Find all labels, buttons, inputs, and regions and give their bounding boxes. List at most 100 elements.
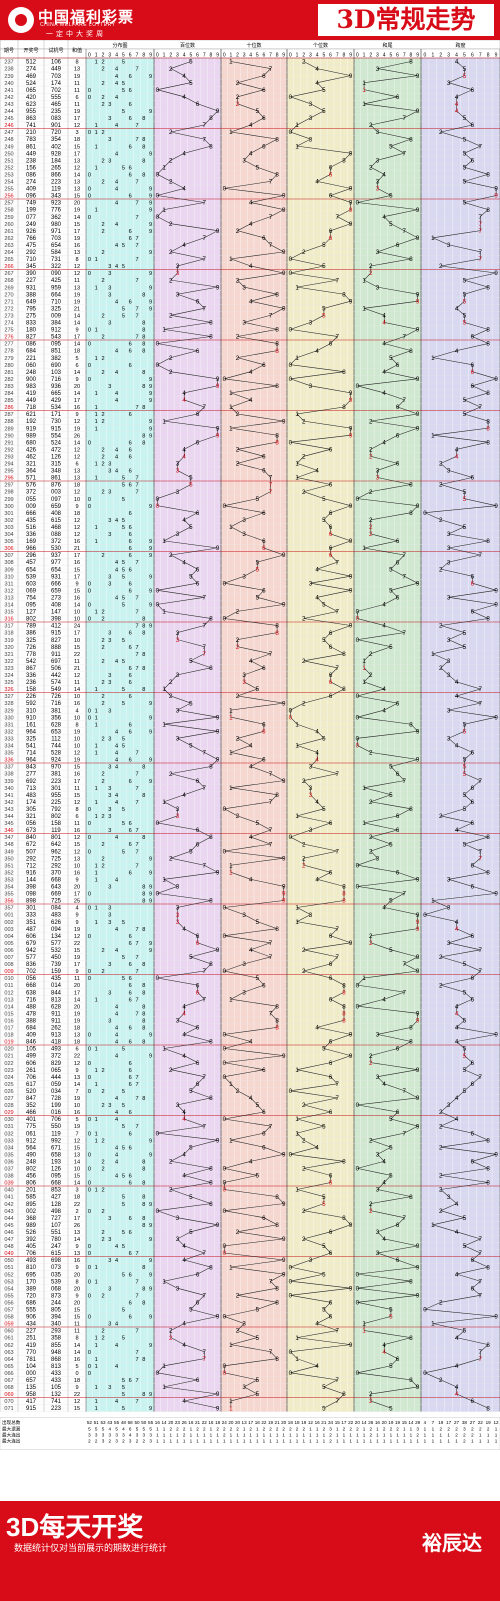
trend-mark: 2 <box>236 355 240 362</box>
stats-value: 2 <box>390 1426 393 1431</box>
stats-total: 16 <box>255 1420 261 1425</box>
draw-cell: 638 <box>26 990 37 996</box>
trend-mark: 7 <box>269 1010 273 1017</box>
trend-mark: 9 <box>494 1151 498 1158</box>
draw-cell: 390 <box>26 271 37 277</box>
distribution-mark: 7 <box>135 1011 138 1017</box>
distribution-mark: 7 <box>135 1293 138 1299</box>
stats-total: 16 <box>208 1420 214 1425</box>
distribution-mark: 5 <box>122 567 125 573</box>
stats-value: 1 <box>363 1426 366 1431</box>
trend-mark: 8 <box>209 143 213 150</box>
distribution-mark: 1 <box>95 539 98 545</box>
issue-cell: 035 <box>4 1152 13 1158</box>
stats-value: 6 <box>129 1426 132 1431</box>
trend-mark: 0 <box>356 496 360 503</box>
trend-mark: 5 <box>256 108 260 115</box>
trend-mark: 9 <box>216 545 220 552</box>
trend-mark: 5 <box>189 658 193 665</box>
distribution-mark: 0 <box>88 1167 91 1173</box>
trend-mark: 2 <box>169 221 173 228</box>
distribution-mark: 6 <box>129 172 132 178</box>
trend-mark: 3 <box>176 291 180 298</box>
distribution-mark: 9 <box>149 1315 152 1321</box>
distribution-mark: 3 <box>108 793 111 799</box>
sum-cell: 6 <box>75 95 78 101</box>
trend-mark: 6 <box>196 989 200 996</box>
test-cell: 065 <box>51 1068 62 1074</box>
trend-mark: 4 <box>182 559 186 566</box>
distribution-mark: 4 <box>115 349 118 355</box>
trend-mark: 6 <box>262 510 266 517</box>
trend-mark: 4 <box>182 186 186 193</box>
draw-cell: 781 <box>26 1357 37 1363</box>
distribution-mark: 2 <box>101 250 104 256</box>
sum-cell: 12 <box>74 849 80 855</box>
issue-cell: 305 <box>4 539 13 545</box>
digit-header-2-1: 1 <box>230 53 233 59</box>
trend-mark: 1 <box>162 721 166 728</box>
draw-cell: 392 <box>26 1237 37 1243</box>
trend-mark: 7 <box>336 559 340 566</box>
trend-mark: 6 <box>329 341 333 348</box>
digit-header-3-8: 8 <box>343 53 346 59</box>
sum-cell: 19 <box>74 299 80 305</box>
trend-mark: 6 <box>396 1257 400 1264</box>
test-cell: 659 <box>51 504 62 510</box>
trend-mark: 2 <box>169 157 173 164</box>
distribution-mark: 7 <box>135 624 138 630</box>
sum-cell: 10 <box>74 736 80 742</box>
distribution-mark: 5 <box>122 313 125 319</box>
distribution-mark: 6 <box>129 962 132 968</box>
trend-mark: 7 <box>269 475 273 482</box>
test-cell: 223 <box>51 779 62 785</box>
trend-line-3 <box>289 61 352 1409</box>
test-cell: 449 <box>51 67 62 73</box>
trend-mark: 1 <box>229 996 233 1003</box>
stats-value: 1 <box>243 1439 246 1444</box>
trend-mark: 5 <box>463 164 467 171</box>
lottery-logo-icon <box>8 7 34 33</box>
trend-mark: 8 <box>275 172 279 179</box>
trend-mark: 0 <box>223 1046 227 1053</box>
trend-mark: 8 <box>486 341 490 348</box>
distribution-mark: 4 <box>115 74 118 80</box>
distribution-mark: 1 <box>95 419 98 425</box>
trend-mark: 9 <box>282 891 286 898</box>
test-cell: 912 <box>51 328 62 334</box>
digit-header-4-7: 7 <box>403 53 406 59</box>
trend-mark: 0 <box>223 616 227 623</box>
test-cell: 035 <box>51 1272 62 1278</box>
distribution-mark: 0 <box>88 194 91 200</box>
brand-slogan: 一定中大奖周 <box>46 29 106 39</box>
distribution-mark: 2 <box>101 102 104 108</box>
trend-mark: 6 <box>471 475 475 482</box>
test-cell: 690 <box>51 363 62 369</box>
draw-cell: 617 <box>26 1082 37 1088</box>
trend-mark: 3 <box>309 101 313 108</box>
distribution-mark: 9 <box>149 250 152 256</box>
trend-mark: 5 <box>389 566 393 573</box>
trend-mark: 2 <box>439 1109 443 1116</box>
trend-mark: 1 <box>229 785 233 792</box>
distribution-mark: 9 <box>149 758 152 764</box>
stats-value: 2 <box>349 1426 352 1431</box>
distribution-mark: 3 <box>108 264 111 270</box>
sum-cell: 6 <box>75 1047 78 1053</box>
header-distribution: 分布图 <box>112 42 127 49</box>
distribution-mark: 4 <box>115 595 118 601</box>
test-cell: 577 <box>51 941 62 947</box>
trend-mark: 3 <box>176 813 180 820</box>
digit-header-2-8: 8 <box>276 53 279 59</box>
stats-total: 26 <box>182 1420 188 1425</box>
draw-cell: 680 <box>26 440 37 446</box>
trend-mark: 9 <box>349 573 353 580</box>
draw-cell: 606 <box>26 1061 37 1067</box>
trend-mark: 2 <box>439 482 443 489</box>
trend-mark: 9 <box>216 1314 220 1321</box>
sum-cell: 14 <box>74 313 80 319</box>
footer-brand: 裕辰达 <box>422 1527 482 1556</box>
trend-mark: 7 <box>269 179 273 186</box>
header: 中国福利彩票 CHINA WELFARE LOTTERY 一定中大奖周 3D常规… <box>0 0 500 40</box>
trend-mark: 7 <box>479 228 483 235</box>
